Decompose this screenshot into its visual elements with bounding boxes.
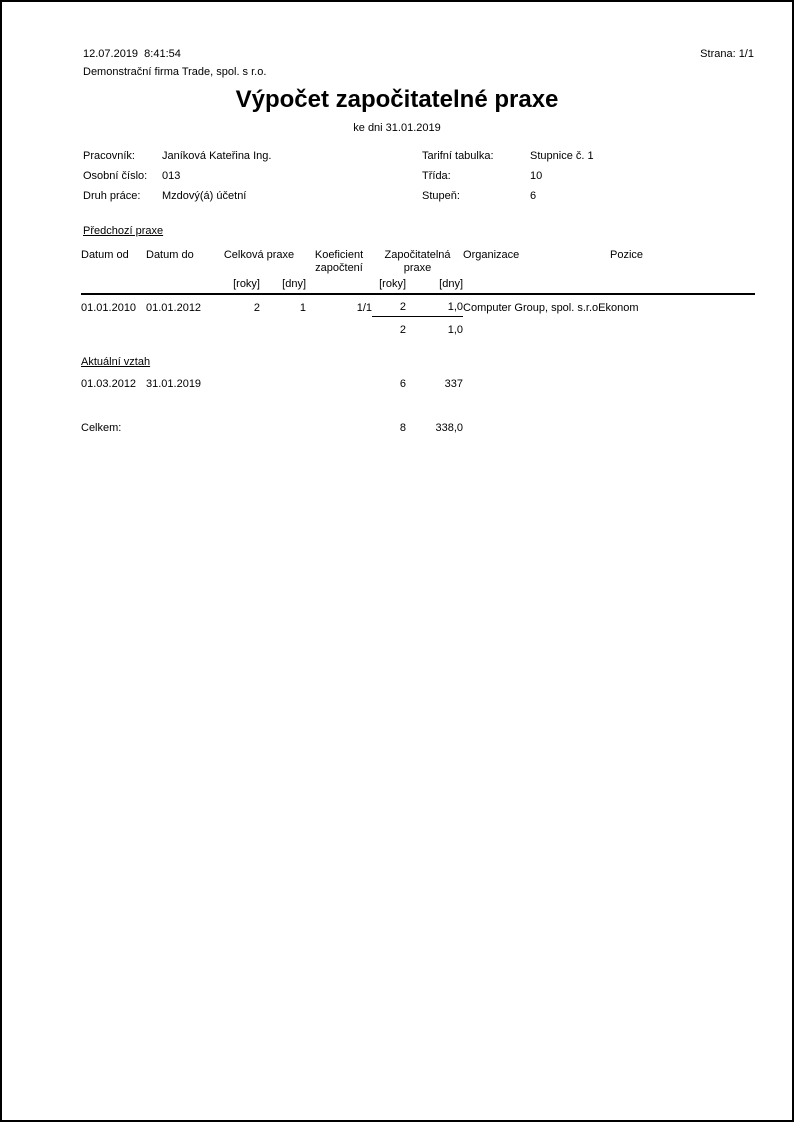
total-zapoc-roky: 8: [399, 422, 407, 434]
total-row: Celkem: 8 338,0: [81, 393, 755, 434]
employee-info-left: Pracovník: Janíková Kateřina Ing. Osobní …: [83, 150, 271, 210]
col-header-zapocitatelna: Započitatelná: [384, 249, 451, 261]
empty-cell: [212, 393, 260, 434]
subtotal-zapoc-roky: 2: [399, 324, 407, 336]
empty-cell: [463, 393, 755, 434]
total-label: Celkem:: [81, 422, 122, 434]
col-header-praxe: praxe: [403, 262, 432, 274]
empty-cell: [610, 261, 755, 274]
table-header-row-2: započtení praxe: [81, 261, 755, 274]
cell-organizace: Computer Group, spol. s.r.o: [463, 301, 599, 314]
practice-table: Datum od Datum do Celková praxe Koeficie…: [81, 248, 756, 434]
cell-zapoc-roky: 2: [372, 294, 407, 317]
report-header: 12.07.2019 8:41:54 Strana: 1/1: [83, 48, 754, 60]
value-pracovnik: Janíková Kateřina Ing.: [162, 150, 272, 162]
value-osobni-cislo: 013: [162, 170, 181, 182]
cell-datum-do: 01.01.2012: [146, 301, 202, 314]
unit-header-celkova-dny: [dny]: [260, 274, 307, 295]
col-header-koeficient: Koeficient: [314, 249, 364, 261]
report-datetime: 12.07.2019 8:41:54: [83, 48, 181, 60]
section-title-current-relation: Aktuální vztah: [81, 356, 151, 368]
unit-header-zapoc-dny: [dny]: [406, 274, 464, 295]
empty-cell: [212, 261, 306, 274]
empty-cell: [81, 274, 146, 295]
empty-cell: [463, 317, 755, 339]
label-druh-prace: Druh práce:: [83, 190, 141, 202]
previous-practice-subtotal-row: 2 1,0: [81, 317, 755, 339]
label-stupen: Stupeň:: [422, 190, 460, 202]
cell-current-zapoc-roky: 6: [399, 378, 407, 390]
empty-cell: [463, 274, 611, 295]
cell-celkova-dny: 1: [299, 301, 307, 314]
empty-cell: [212, 372, 260, 393]
info-row-tarifni-tabulka: Tarifní tabulka: Stupnice č. 1: [422, 150, 594, 170]
value-trida: 10: [530, 170, 543, 182]
col-header-datum-do: Datum do: [146, 249, 194, 261]
value-druh-prace: Mzdový(á) účetní: [162, 190, 247, 202]
unit-header-celkova-roky: [roky]: [212, 274, 260, 295]
empty-cell: [146, 274, 212, 295]
cell-current-zapoc-dny: 337: [444, 378, 464, 390]
col-header-pozice: Pozice: [610, 249, 644, 261]
cell-datum-od: 01.01.2010: [81, 301, 137, 314]
page-number: Strana: 1/1: [700, 48, 754, 60]
empty-cell: [463, 372, 755, 393]
empty-cell: [81, 317, 372, 339]
empty-cell: [610, 274, 756, 295]
value-stupen: 6: [530, 190, 537, 202]
info-row-pracovnik: Pracovník: Janíková Kateřina Ing.: [83, 150, 271, 170]
empty-cell: [260, 393, 306, 434]
col-header-zapocteni: započtení: [315, 262, 363, 274]
empty-cell: [306, 393, 372, 434]
info-row-stupen: Stupeň: 6: [422, 190, 594, 210]
empty-cell: [146, 261, 212, 274]
section-row-current-relation: Aktuální vztah: [81, 338, 755, 372]
subtotal-zapoc-dny: 1,0: [447, 324, 464, 336]
col-header-celkova-praxe: Celková praxe: [223, 249, 295, 261]
empty-cell: [306, 372, 372, 393]
cell-current-datum-od: 01.03.2012: [81, 378, 137, 390]
info-row-osobni-cislo: Osobní číslo: 013: [83, 170, 271, 190]
employee-info-right: Tarifní tabulka: Stupnice č. 1 Třída: 10 S…: [422, 150, 594, 210]
cell-celkova-roky: 2: [253, 301, 260, 314]
label-tarifni-tabulka: Tarifní tabulka:: [422, 150, 494, 162]
empty-cell: [463, 261, 610, 274]
label-pracovnik: Pracovník:: [83, 150, 135, 162]
empty-cell: [260, 372, 306, 393]
table-header-row-units: [roky] [dny] [roky] [dny]: [81, 274, 756, 295]
cell-koeficient: 1/1: [356, 301, 373, 314]
cell-pozice: Ekonom: [598, 301, 639, 314]
label-osobni-cislo: Osobní číslo:: [83, 170, 148, 182]
empty-cell: [306, 274, 373, 295]
total-zapoc-dny: 338,0: [435, 422, 464, 434]
previous-practice-row: 01.01.2010 01.01.2012 2 1 1/1 2 1,0 Comp…: [81, 294, 755, 317]
section-title-current-relation-cell: Aktuální vztah: [81, 338, 755, 372]
value-tarifni-tabulka: Stupnice č. 1: [530, 150, 594, 162]
empty-cell: [81, 261, 146, 274]
col-header-organizace: Organizace: [463, 249, 520, 261]
info-row-druh-prace: Druh práce: Mzdový(á) účetní: [83, 190, 271, 210]
col-header-datum-od: Datum od: [81, 249, 129, 261]
cell-organizace-pozice: Computer Group, spol. s.r.oEkonom: [463, 294, 755, 317]
unit-header-zapoc-roky: [roky]: [372, 274, 407, 295]
cell-current-datum-do: 31.01.2019: [146, 378, 202, 390]
report-date-subtitle: ke dni 31.01.2019: [353, 122, 441, 134]
info-row-trida: Třída: 10: [422, 170, 594, 190]
current-relation-row: 01.03.2012 31.01.2019 6 337: [81, 372, 755, 393]
section-title-previous-practice: Předchozí praxe: [83, 225, 164, 237]
company-name: Demonstrační firma Trade, spol. s r.o.: [83, 66, 267, 78]
table-header-row-1: Datum od Datum do Celková praxe Koeficie…: [81, 248, 755, 261]
report-title: Výpočet započitatelné praxe: [235, 86, 559, 113]
cell-zapoc-dny: 1,0: [406, 294, 464, 317]
label-trida: Třída:: [422, 170, 451, 182]
